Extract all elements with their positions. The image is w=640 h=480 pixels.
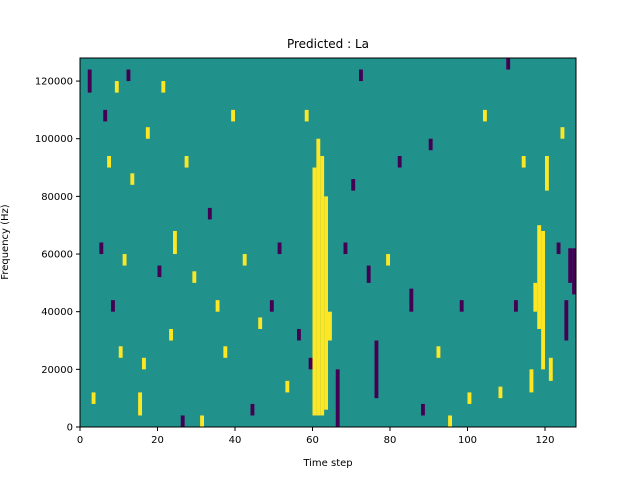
heatmap-cell	[564, 300, 569, 341]
heatmap-cell	[231, 109, 236, 122]
heatmap-cell	[529, 369, 534, 393]
heatmap-cell	[142, 357, 146, 370]
y-axis-label: Frequency (Hz)	[0, 204, 11, 280]
heatmap-cell	[200, 415, 205, 427]
y-tick-label: 100000	[35, 134, 73, 145]
heatmap-cell	[572, 248, 577, 295]
heatmap-cell	[277, 242, 282, 255]
heatmap-cell	[118, 346, 123, 358]
x-tick-label: 120	[535, 435, 554, 446]
heatmap-cell	[285, 380, 290, 393]
y-tick-label: 20000	[41, 365, 73, 376]
heatmap-cell	[514, 300, 518, 312]
heatmap-cells	[87, 58, 577, 427]
heatmap-cell	[242, 254, 247, 266]
heatmap-cell	[537, 225, 542, 329]
plot-frame	[79, 57, 577, 428]
y-tick-label: 120000	[35, 77, 73, 88]
heatmap-cell	[207, 207, 212, 220]
y-tick-label: 0	[67, 423, 73, 434]
heatmap-cell	[192, 271, 197, 283]
heatmap-cell	[397, 156, 402, 168]
heatmap-cell	[545, 156, 549, 191]
heatmap-cell	[250, 403, 255, 416]
heatmap-cell	[436, 346, 441, 358]
heatmap-cell	[215, 300, 220, 312]
heatmap-cell	[258, 317, 263, 329]
heatmap-cell	[448, 415, 453, 427]
heatmap-cell	[374, 340, 379, 399]
heatmap-cell	[459, 300, 464, 312]
heatmap-cell	[467, 392, 472, 404]
heatmap-cell	[304, 109, 309, 122]
heatmap-cell	[145, 127, 150, 139]
heatmap-cell	[483, 109, 487, 122]
heatmap-cell	[359, 69, 363, 82]
heatmap-cell	[386, 254, 391, 266]
heatmap-cell	[533, 282, 538, 312]
x-tick-label: 40	[229, 435, 242, 446]
heatmap-cell	[498, 386, 503, 399]
y-axis: 0 20000 40000 60000 80000 100000 120000	[35, 77, 80, 434]
x-tick-label: 80	[384, 435, 397, 446]
heatmap-cell	[335, 369, 340, 427]
plot-area	[79, 57, 577, 428]
heatmap-cell	[409, 288, 414, 312]
heatmap-cell	[114, 81, 119, 93]
heatmap-cell	[541, 230, 546, 370]
heatmap-cell	[184, 156, 189, 168]
heatmap-cell	[324, 196, 329, 410]
heatmap-cell	[157, 265, 162, 278]
y-tick-label: 60000	[41, 250, 73, 261]
heatmap-cell	[223, 346, 228, 358]
heatmap-cell	[180, 415, 185, 427]
heatmap-cell	[328, 311, 332, 341]
heatmap-cell	[506, 58, 511, 70]
heatmap-cell	[130, 173, 135, 185]
y-tick-label: 80000	[41, 192, 73, 203]
heatmap-cell	[87, 69, 92, 93]
heatmap-cell	[316, 138, 321, 416]
x-axis-label: Time step	[302, 458, 352, 469]
heatmap-cell	[269, 300, 274, 312]
chart-title: Predicted : La	[287, 37, 369, 51]
heatmap-cell	[556, 242, 561, 255]
heatmap-cell	[548, 357, 553, 381]
x-axis: 0 20 40 60 80 100 120	[77, 427, 555, 446]
heatmap-cell	[568, 248, 573, 283]
heatmap-cell	[161, 81, 166, 93]
heatmap-cell	[308, 357, 313, 370]
heatmap-cell	[173, 230, 177, 255]
heatmap-cell	[107, 156, 112, 168]
heatmap-cell	[366, 265, 371, 283]
heatmap-cell	[312, 167, 317, 416]
heatmap-cell	[428, 138, 433, 151]
x-tick-label: 60	[306, 435, 319, 446]
heatmap-cell	[103, 109, 108, 122]
heatmap-cell	[297, 328, 301, 341]
heatmap-cell	[91, 392, 96, 404]
heatmap-cell	[138, 392, 143, 416]
heatmap-cell	[122, 254, 127, 266]
heatmap-cell	[343, 242, 348, 255]
x-tick-label: 100	[458, 435, 477, 446]
heatmap-cell	[320, 156, 325, 416]
heatmap-cell	[169, 328, 174, 341]
heatmap-cell	[99, 242, 104, 255]
x-tick-label: 0	[77, 435, 83, 446]
heatmap-cell	[421, 403, 425, 416]
y-tick-label: 40000	[41, 307, 73, 318]
heatmap-cell	[111, 300, 115, 312]
heatmap-cell	[126, 69, 131, 82]
heatmap-cell	[560, 127, 565, 139]
x-tick-label: 20	[151, 435, 164, 446]
heatmap-cell	[521, 156, 526, 168]
heatmap-cell	[351, 179, 356, 191]
